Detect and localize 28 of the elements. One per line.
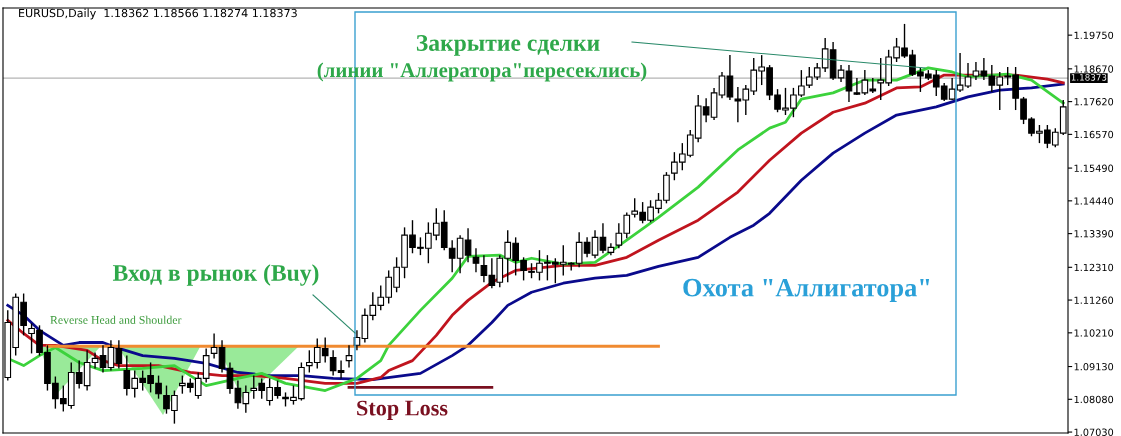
y-tick-label: 1.17620 (1074, 98, 1114, 106)
candlestick (718, 71, 726, 99)
candlestick (99, 344, 107, 374)
y-tick-label: 1.12310 (1074, 263, 1114, 272)
candlestick (472, 247, 480, 273)
y-tick-label: 1.07030 (1074, 428, 1114, 436)
y-tick-label: 1.18670 (1074, 65, 1114, 73)
ref-line-label: 1.18373 (1071, 74, 1107, 81)
annotation: Stop Loss (357, 400, 448, 421)
candlestick (726, 54, 734, 101)
y-tick-label: 1.19750 (1074, 31, 1114, 39)
y-tick-label: 1.15490 (1074, 164, 1114, 172)
candlestick (956, 52, 964, 93)
annotation: Охота "Аллигатора" (683, 278, 930, 302)
candlestick (345, 344, 353, 369)
annotation: Закрытие сделки (416, 35, 600, 56)
annotation: EURUSD,Daily 1.18362 1.18566 1.18274 1.18373 (19, 8, 297, 20)
y-tick-label: 1.11260 (1074, 296, 1114, 304)
y-tick-label: 1.08080 (1074, 395, 1114, 404)
annotation: Reverse Head and Shoulder (50, 315, 182, 324)
y-tick-label: 1.16570 (1074, 130, 1114, 139)
candlestick (845, 64, 853, 103)
annotation: Вход в рынок (Buy) (112, 264, 319, 286)
y-tick-label: 1.10210 (1074, 329, 1114, 337)
y-tick-label: 1.13390 (1074, 230, 1114, 238)
y-tick-label: 1.14440 (1074, 197, 1114, 205)
y-tick-label: 1.09130 (1074, 363, 1114, 371)
candlestick (964, 62, 972, 89)
